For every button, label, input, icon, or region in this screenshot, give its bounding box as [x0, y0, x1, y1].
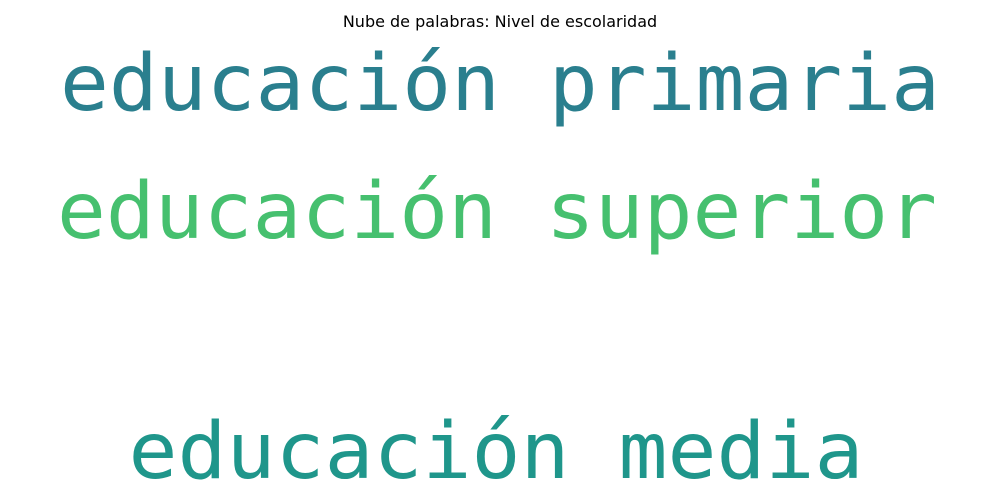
- chart-title: Nube de palabras: Nivel de escolaridad: [342, 12, 658, 31]
- word-educacion-media: educación media: [129, 407, 864, 497]
- word-educacion-primaria: educación primaria: [60, 39, 940, 129]
- word-educacion-superior: educación superior: [57, 167, 937, 257]
